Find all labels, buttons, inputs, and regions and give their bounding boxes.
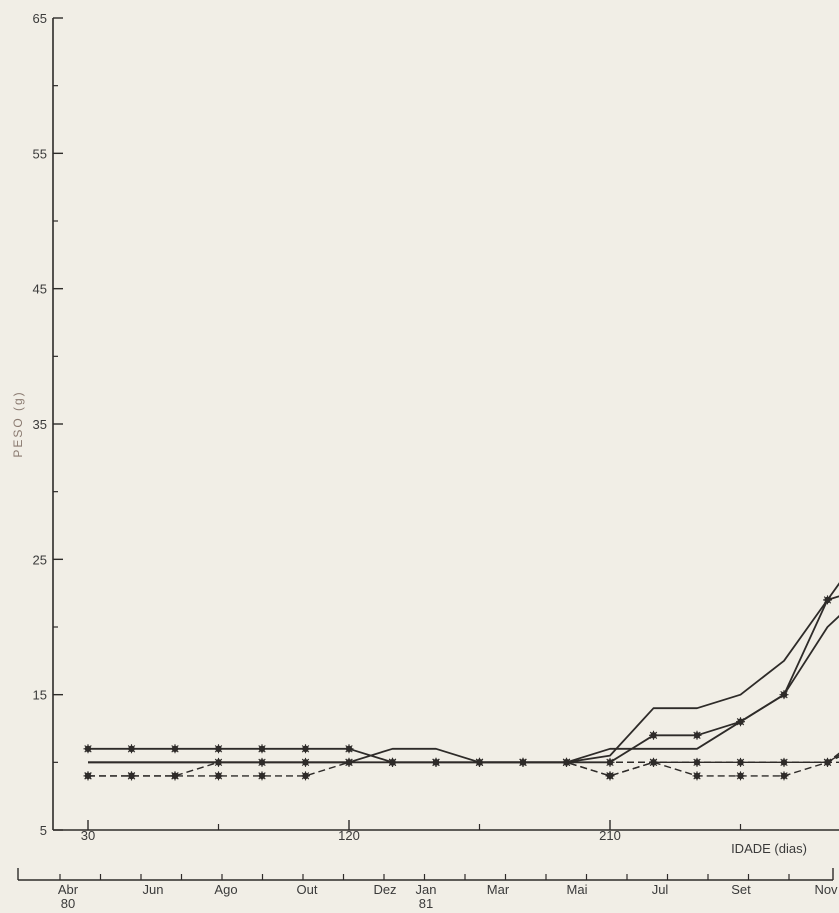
y-tick-label: 55 <box>33 146 47 161</box>
data-point-star <box>736 771 745 781</box>
data-point-star <box>170 744 180 754</box>
data-point-star <box>649 730 658 740</box>
data-point-star <box>83 744 93 754</box>
data-point-star <box>83 771 93 781</box>
x-tick-label: 30 <box>81 828 95 843</box>
data-point-star <box>257 757 267 767</box>
month-label: Mai <box>567 882 588 897</box>
y-tick-label: 35 <box>33 417 47 432</box>
data-point-star <box>214 757 223 767</box>
data-point-star <box>605 771 615 781</box>
y-tick-label: 45 <box>33 282 47 297</box>
series-line <box>88 756 839 777</box>
series-line <box>88 754 839 763</box>
data-point-star <box>431 757 441 767</box>
y-axis-label: PESO (g) <box>11 390 25 457</box>
x-tick-label: 210 <box>599 828 621 843</box>
data-point-star <box>736 757 745 767</box>
data-point-star <box>301 757 310 767</box>
data-point-star <box>518 757 528 767</box>
data-point-star <box>388 757 397 767</box>
month-year-label: 81 <box>419 896 433 911</box>
data-point-star <box>692 730 702 740</box>
x-tick-label: 120 <box>338 828 360 843</box>
data-point-star <box>257 771 267 781</box>
data-point-star <box>692 757 702 767</box>
y-tick-label: 25 <box>33 552 47 567</box>
data-point-star <box>779 771 789 781</box>
month-label: Dez <box>373 882 396 897</box>
data-point-star <box>779 757 789 767</box>
series-line <box>88 582 839 764</box>
data-point-star <box>823 757 832 767</box>
axes: 515253545556530120210300390480570Abr80Ju… <box>17 11 839 911</box>
data-point-star <box>736 717 745 727</box>
data-point-star <box>214 744 223 754</box>
x-axis-label: IDADE (dias) <box>731 841 807 856</box>
month-label: Abr <box>58 882 79 897</box>
y-tick-label: 65 <box>33 11 47 26</box>
y-tick-label: 5 <box>40 823 47 838</box>
data-point-star <box>562 757 571 767</box>
month-label: Mar <box>487 882 510 897</box>
series-3 <box>83 595 839 767</box>
data-point-star <box>475 757 484 767</box>
data-point-star <box>779 690 789 700</box>
month-label: Jan <box>416 882 437 897</box>
data-point-star <box>301 771 310 781</box>
series-line <box>88 615 839 764</box>
month-label: Ago <box>214 882 237 897</box>
month-label: Set <box>731 882 751 897</box>
series-line <box>88 752 839 763</box>
data-point-star <box>344 744 354 754</box>
data-point-star <box>170 771 180 781</box>
data-point-star <box>649 757 658 767</box>
data-point-star <box>127 771 136 781</box>
series-5 <box>88 761 839 763</box>
month-year-label: 80 <box>61 896 75 911</box>
y-tick-label: 15 <box>33 688 47 703</box>
data-point-star <box>692 771 702 781</box>
data-point-star <box>257 744 267 754</box>
series-line <box>88 761 839 763</box>
data-point-star <box>127 744 136 754</box>
series-line <box>88 754 839 777</box>
series-1 <box>88 582 839 764</box>
series-2 <box>88 615 839 764</box>
month-label: Jul <box>652 882 669 897</box>
series-4 <box>88 752 839 763</box>
series-layer <box>83 582 839 781</box>
data-point-star <box>214 771 223 781</box>
month-label: Nov <box>814 882 838 897</box>
series-line <box>88 595 839 764</box>
month-label: Out <box>297 882 318 897</box>
month-label: Jun <box>143 882 164 897</box>
data-point-star <box>301 744 310 754</box>
series-8 <box>83 754 839 781</box>
data-point-star <box>823 595 832 605</box>
series-6 <box>88 754 839 763</box>
data-point-star <box>344 757 354 767</box>
